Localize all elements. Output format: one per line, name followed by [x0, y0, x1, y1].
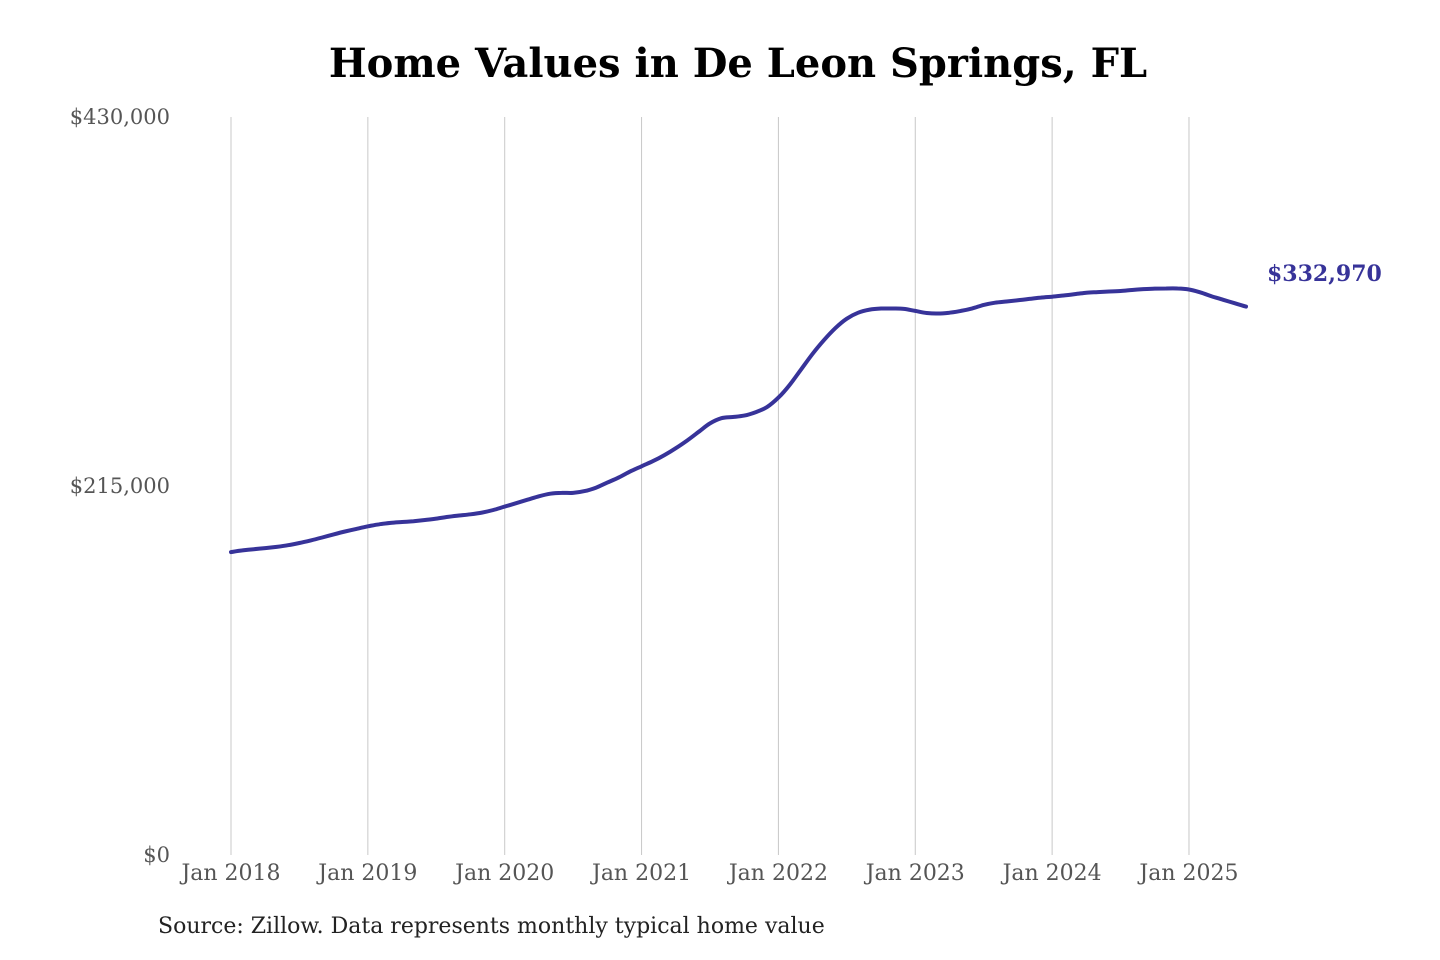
x-tick-label: Jan 2022 — [727, 861, 828, 886]
x-tick-label: Jan 2024 — [1001, 861, 1102, 886]
source-note: Source: Zillow. Data represents monthly … — [158, 914, 825, 939]
chart-title: Home Values in De Leon Springs, FL — [328, 40, 1148, 87]
x-tick-label: Jan 2023 — [864, 861, 965, 886]
x-tick-label: Jan 2019 — [316, 861, 417, 886]
y-tick-label: $430,000 — [70, 105, 170, 129]
end-value-label: $332,970 — [1267, 261, 1382, 287]
y-tick-label: $0 — [143, 843, 170, 867]
x-tick-label: Jan 2020 — [453, 861, 554, 886]
home-value-line — [229, 286, 1248, 555]
y-tick-label: $215,000 — [70, 474, 170, 498]
x-tick-label: Jan 2025 — [1137, 861, 1238, 886]
x-tick-label: Jan 2021 — [590, 861, 691, 886]
x-tick-label: Jan 2018 — [179, 861, 280, 886]
